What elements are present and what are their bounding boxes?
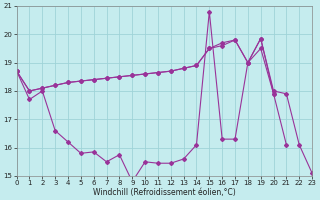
X-axis label: Windchill (Refroidissement éolien,°C): Windchill (Refroidissement éolien,°C) xyxy=(93,188,236,197)
